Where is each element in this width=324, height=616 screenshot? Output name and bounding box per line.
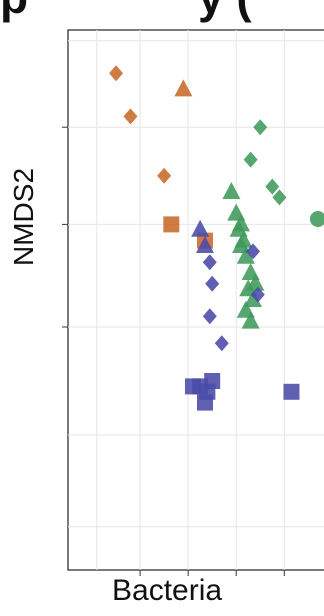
y-axis-label: NMDS2 xyxy=(8,167,39,266)
data-point-green-triangle xyxy=(246,273,265,291)
data-point-green-triangle xyxy=(241,311,260,329)
data-point-blue-diamond xyxy=(202,254,217,271)
data-point-green-circle xyxy=(309,211,324,227)
data-point-blue-square xyxy=(283,383,300,400)
data-point-green-triangle xyxy=(244,290,263,307)
data-point-blue-triangle xyxy=(195,236,214,253)
data-point-green-diamond xyxy=(265,178,280,195)
data-point-green-diamond xyxy=(253,119,268,136)
data-point-green-triangle xyxy=(229,219,248,237)
x-axis-caption: Bacteria xyxy=(112,574,223,607)
data-point-orange-square xyxy=(163,216,180,233)
data-point-blue-diamond xyxy=(250,286,265,303)
data-points xyxy=(109,65,324,411)
data-point-orange-triangle xyxy=(174,79,193,97)
data-point-blue-diamond xyxy=(205,275,220,292)
data-point-green-triangle xyxy=(222,182,241,199)
data-point-blue-diamond xyxy=(202,308,217,325)
data-point-orange-diamond xyxy=(157,167,172,184)
data-point-green-diamond xyxy=(272,189,287,206)
panel-letter-fragment: p xyxy=(0,0,28,24)
grid xyxy=(68,30,324,570)
data-point-green-triangle xyxy=(232,236,251,253)
data-point-blue-square xyxy=(196,394,213,411)
data-point-orange-diamond xyxy=(109,65,124,82)
data-point-green-triangle xyxy=(236,246,255,264)
data-point-green-diamond xyxy=(243,151,258,168)
plot-area xyxy=(67,29,324,571)
data-point-blue-diamond xyxy=(246,243,261,260)
panel-title-fragment: y ( xyxy=(198,0,252,24)
data-point-blue-square xyxy=(204,373,221,389)
axis-ticks xyxy=(62,126,285,576)
data-point-blue-triangle xyxy=(191,219,210,237)
data-point-orange-diamond xyxy=(123,108,138,125)
data-point-blue-diamond xyxy=(214,335,229,352)
